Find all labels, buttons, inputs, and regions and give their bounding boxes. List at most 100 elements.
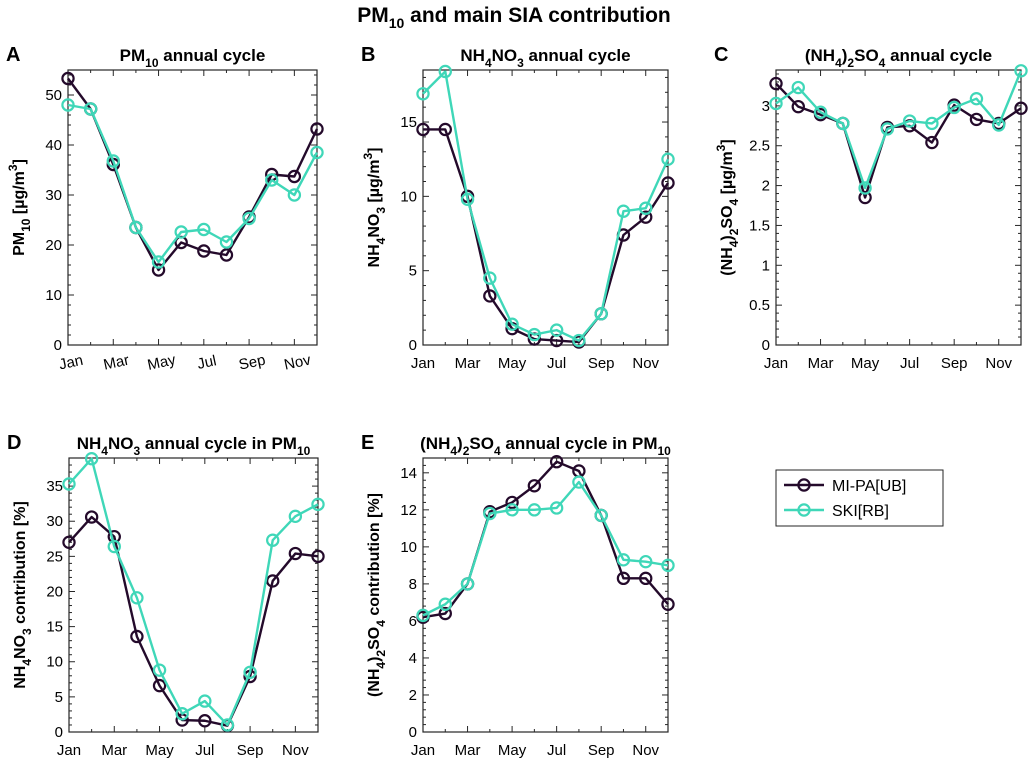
panel-d-ytick-label: 0 [55,724,63,741]
panel-b-data-point [639,210,653,224]
panel-b-data-point [483,289,497,303]
panel-d-data-point [288,509,303,524]
panel-e-title-part-3: 2 [463,444,470,458]
panel-d-ylabel-part-4: contribution [%] [12,501,29,628]
panel-d-data-point [243,665,257,679]
panel-e-xtick-label: Nov [632,742,659,759]
panel-d-ytick-label: 20 [46,583,63,600]
panel-b-data-point [594,307,608,321]
panel-c-data-point [791,99,805,114]
panel-d-xtick-label: Sep [237,742,264,759]
panel-d-data-point [311,497,325,512]
panel-b-data-point [460,192,475,207]
panel-b-series-1 [416,64,675,348]
panel-b-data-point [549,323,564,337]
panel-d-data-point [175,707,189,721]
panel-e-title-part-5: 4 [494,444,501,458]
panel-b-data-point [438,64,452,79]
panel-c-data-point [925,116,939,131]
panel-d-ytick-label: 5 [55,689,63,706]
panel-e-data-point [438,597,452,611]
legend-marker [797,503,811,517]
figure-title-sub: 10 [389,15,405,31]
panel-c-ytick-label: 2.5 [749,138,770,155]
panel-a-axes-box [67,69,318,346]
panel-c-data-point [836,116,850,131]
panel-c-data-point [969,91,984,106]
panel-a-data-point [61,98,75,112]
panel-b-ylabel-part-4: [µg/m [366,160,383,207]
panel-e-ytick-label: 12 [400,502,417,519]
panel-b-data-point [527,327,542,342]
panel-a-xtick-label: Jul [196,352,218,373]
figure-title-main: PM [357,4,389,27]
panel-c-data-point [769,96,783,111]
panel-c-series-line [775,70,1023,190]
panel-a-series-1 [61,98,324,269]
panel-a-ylabel-part-2: [µg/m [11,171,28,218]
panel-b-data-point [616,204,631,218]
panel-d-xtick-label: Jan [57,742,81,759]
panel-a-data-point [151,255,166,269]
panel-e-data-point [594,508,608,523]
panel-b-data-point [416,122,430,137]
panel-d-data-point [130,629,144,644]
panel-d-xtick-label: May [145,742,174,759]
panel-d-letter: D [7,432,21,454]
panel-e-xtick-label: Jul [547,742,566,759]
panel-a-title-part-0: PM [120,46,146,65]
panel-e-title-part-4: SO [469,434,494,453]
panel-d-ylabel-part-1: 4 [20,659,34,666]
panel-d-title-part-1: 4 [101,444,108,458]
panel-a-ytick-label: 40 [45,137,62,154]
panel-a-data-point [310,145,324,160]
panel-c-data-point [969,112,984,127]
panel-d-ylabel-part-3: 3 [20,628,34,635]
legend-entry-label: SKI[RB] [832,503,889,520]
panel-c-ylabel: (NH4)2SO4 [µg/m3] [714,139,741,275]
panel-c-data-point [947,100,961,115]
panel-c-series-0 [769,76,1028,205]
panel-b-ylabel-part-5: 3 [361,153,375,160]
panel-d-ytick-label: 30 [46,513,63,530]
panel-e-ytick-label: 14 [400,465,417,482]
panel-e-axes-box [422,457,669,733]
panel-c-ylabel-part-8: ] [719,139,736,144]
panel-c-data-point [769,76,783,91]
panel-e-data-point [438,606,452,621]
panel-d-data-point [130,591,144,605]
panel-e-data-point [460,577,475,591]
panel-e-ytick-label: 6 [409,613,417,630]
panel-a-ytick-label: 10 [45,287,62,304]
panel-e-ylabel-part-2: ) [366,657,383,662]
panel-e-data-point [505,495,519,510]
panel-a-ytick-label: 30 [45,187,62,204]
panel-c-letter: C [714,44,728,66]
panel-d-series-line [68,515,319,727]
figure-title-rest: and main SIA contribution [404,4,670,27]
panel-a-ylabel-part-0: PM [11,232,28,256]
panel-d-title-part-5: 10 [297,444,311,458]
panel-d-data-point [220,718,235,732]
panel-a-xtick-label: Nov [283,351,313,373]
panel-b-data-point [416,87,430,101]
panel-e-xtick-label: Sep [588,742,615,759]
panel-e-data-point [549,501,564,515]
panel-a-ylabel-part-4: ] [11,159,28,164]
panel-a-ylabel-part-3: 3 [6,164,20,171]
panel-a-data-point [242,211,256,226]
panel-c-ylabel-part-6: [µg/m [719,151,736,198]
panel-a-series-line [67,103,319,264]
panel-d-ytick-label: 25 [46,548,63,565]
panel-e-data-point [527,479,542,493]
panel-a-data-point [265,173,279,187]
panel-e-data-point [416,608,430,623]
panel-b-data-point [572,333,586,348]
panel-d-ylabel-part-2: NO [12,635,29,659]
panel-c-ytick-label: 3 [762,98,770,115]
panel-c-data-point [858,181,872,195]
panel-d-ylabel-part-0: NH [12,666,29,689]
panel-c-ylabel-part-5: 4 [727,198,741,205]
